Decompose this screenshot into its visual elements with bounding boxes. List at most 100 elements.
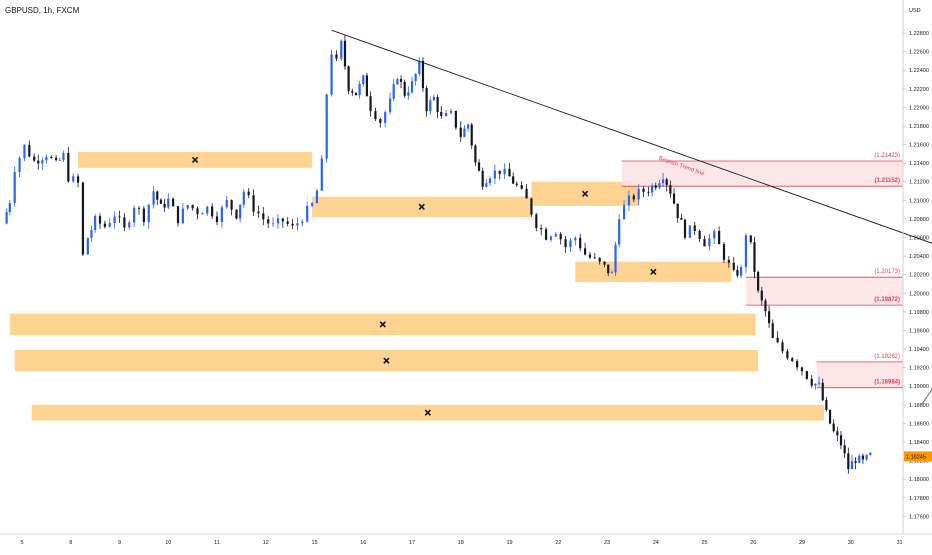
- candle-body: [98, 216, 102, 224]
- y-tick-label: 1.18800: [909, 403, 929, 409]
- candle-body: [343, 40, 347, 67]
- y-tick-label: 1.22600: [909, 50, 929, 56]
- candle-body: [271, 223, 275, 225]
- candle-body: [163, 203, 166, 208]
- candle-body: [191, 205, 194, 209]
- supply-zone-2-top-label: (1.20173): [874, 269, 900, 275]
- price-axis[interactable]: 1.22800 1.22600 1.22400 1.22200 1.22000 1.218…: [902, 0, 932, 534]
- candle-body: [796, 360, 799, 368]
- x-tick-label: 17: [409, 540, 415, 546]
- candle-body: [466, 124, 470, 129]
- candle-body: [722, 244, 726, 260]
- candle-body: [440, 111, 443, 116]
- demand-zone-3-x-marker: [581, 190, 589, 197]
- candle-body: [583, 248, 587, 255]
- x-tick-label: 24: [653, 540, 659, 546]
- candle-body: [18, 158, 21, 173]
- y-tick-label: 1.17800: [909, 496, 929, 502]
- candle-body: [836, 431, 839, 436]
- candle-body: [310, 203, 314, 206]
- projection-path[interactable]: [921, 366, 932, 507]
- candle-body: [351, 91, 354, 93]
- demand-zone-6-x-marker: [383, 357, 390, 364]
- candle-body: [133, 207, 136, 223]
- candle-body: [593, 257, 596, 259]
- candle-body: [396, 79, 399, 85]
- candle-body: [301, 221, 304, 224]
- candle-body: [637, 188, 640, 200]
- candle-body: [86, 237, 89, 255]
- last-price-label: 1.18245: [906, 454, 926, 460]
- candle-body: [281, 218, 284, 222]
- candle-body: [821, 382, 824, 401]
- candle-body: [781, 342, 784, 352]
- y-tick-label: 1.22000: [909, 105, 929, 111]
- candle-body: [37, 160, 40, 164]
- supply-zone-2[interactable]: [745, 277, 903, 306]
- candle-body: [713, 231, 716, 239]
- candle-body: [358, 83, 361, 96]
- supply-zone-3[interactable]: [816, 361, 903, 388]
- candle-body: [488, 178, 492, 184]
- candle-body: [113, 216, 116, 223]
- candle-body: [786, 351, 789, 359]
- candle-body: [335, 54, 338, 59]
- y-tick-label: 1.18400: [909, 440, 929, 446]
- y-tick-label: 1.20200: [909, 273, 929, 279]
- y-tick-label: 1.18600: [909, 421, 929, 427]
- candle-body: [693, 225, 696, 231]
- candle-body: [13, 172, 16, 203]
- candle-body: [72, 176, 75, 182]
- x-tick-label: 19: [506, 540, 512, 546]
- x-tick-label: 30: [848, 540, 854, 546]
- candle-body: [622, 205, 626, 220]
- candle-body: [33, 156, 36, 161]
- candle-body: [544, 229, 548, 240]
- x-marker-stroke: [383, 357, 390, 364]
- candle-body: [436, 96, 439, 112]
- candle-body: [330, 54, 333, 95]
- last-price-tag: [904, 451, 932, 462]
- candle-body: [374, 111, 377, 120]
- candle-body: [445, 112, 448, 116]
- candle-body: [574, 237, 577, 241]
- candle-body: [579, 237, 582, 249]
- candle-body: [276, 218, 280, 224]
- candle-body: [147, 204, 150, 223]
- y-tick-label: 1.20600: [909, 235, 929, 241]
- y-tick-label: 1.18000: [909, 477, 929, 483]
- candle-body: [549, 236, 553, 240]
- candle-body: [520, 185, 523, 189]
- candle-body: [498, 170, 501, 174]
- x-tick-label: 12: [263, 540, 269, 546]
- candle-body: [493, 170, 496, 179]
- candle-body: [306, 205, 309, 222]
- candle-body: [167, 198, 170, 208]
- candle-body: [672, 193, 676, 204]
- candle-body: [463, 128, 466, 137]
- supply-zone-3-top-label: (1.19262): [874, 354, 900, 360]
- candle-body: [206, 206, 209, 214]
- candle-body: [220, 207, 223, 223]
- y-tick-label: 1.19400: [909, 347, 929, 353]
- candle-body: [503, 168, 506, 174]
- candle-body: [425, 88, 428, 112]
- supply-zone-1[interactable]: [621, 160, 903, 187]
- candle-body: [242, 191, 245, 205]
- candle-body: [485, 183, 488, 187]
- candle-body: [215, 216, 219, 223]
- y-tick-label: 1.21400: [909, 161, 929, 167]
- bearish-trend-line[interactable]: [331, 29, 932, 304]
- candle-body: [800, 367, 804, 372]
- candle-body: [614, 244, 617, 273]
- time-axis[interactable]: 5 8 9 10 11 12 15 16 17 18 19 22 23 24 25 26 29 30 31: [0, 533, 932, 546]
- y-tick-label: 1.20400: [909, 254, 929, 260]
- y-tick-label: 1.19600: [909, 328, 929, 334]
- y-tick-label: 1.21600: [909, 143, 929, 149]
- candle-body: [607, 264, 610, 274]
- candle-body: [683, 219, 687, 238]
- candle-body: [627, 195, 631, 206]
- candle-body: [569, 240, 572, 248]
- candle-body: [55, 157, 58, 161]
- candle-body: [764, 300, 767, 312]
